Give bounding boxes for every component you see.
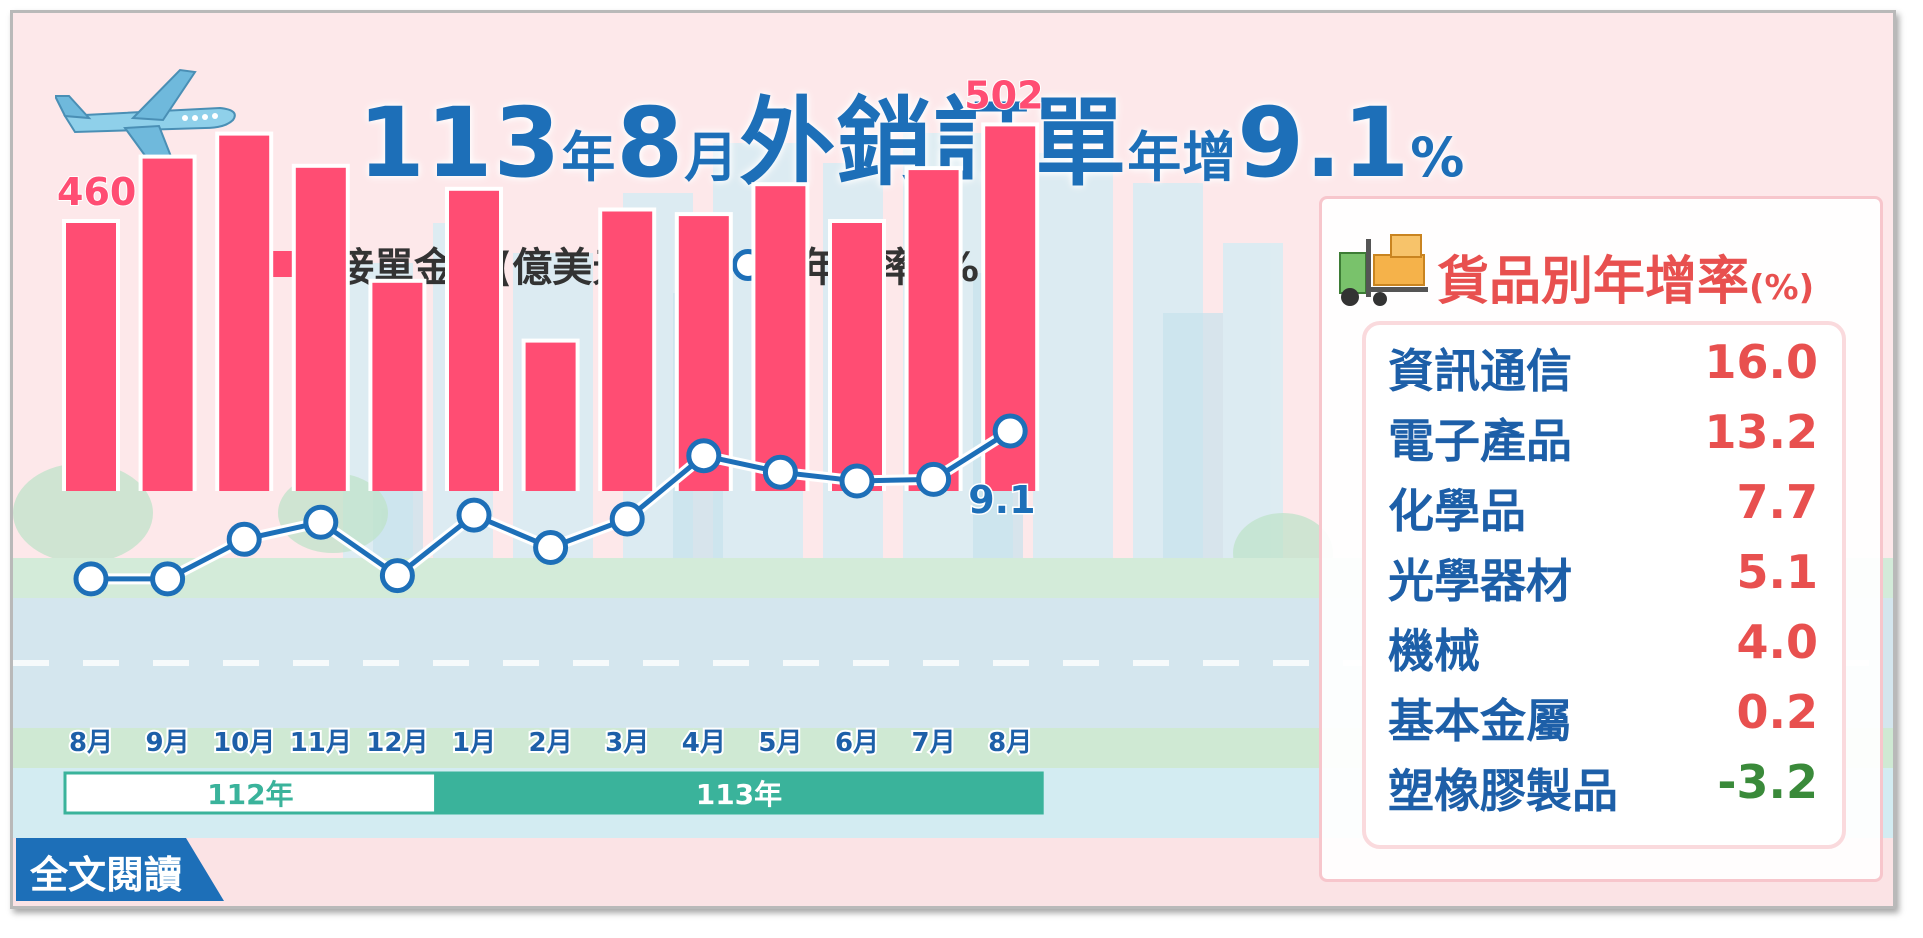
bar-value-label: 502 <box>964 73 1043 117</box>
x-tick-label: 5月 <box>758 728 802 758</box>
read-button-shape <box>16 838 224 901</box>
x-tick-label: 1月 <box>452 728 496 758</box>
x-tick-label: 12月 <box>366 728 428 758</box>
line-point <box>226 521 262 557</box>
line-point <box>686 438 722 474</box>
product-name: 機械 <box>1388 624 1480 678</box>
product-growth-value: 5.1 <box>1736 545 1819 599</box>
bar <box>219 135 270 491</box>
line-point <box>916 461 952 497</box>
airplane-icon <box>55 68 236 185</box>
product-growth-value: 0.2 <box>1736 685 1819 739</box>
product-growth-panel: 貨品別年增率(%) 資訊通信 16.0 電子產品 13.2 化學品 7.7 光學器材 5.1 機… <box>1319 196 1883 882</box>
product-growth-value: 13.2 <box>1704 405 1819 459</box>
bar <box>755 186 806 491</box>
product-row: 光學器材 5.1 <box>1388 545 1819 608</box>
period-label: 113年 <box>696 778 782 811</box>
product-row: 資訊通信 16.0 <box>1388 335 1819 398</box>
bar <box>832 223 882 491</box>
product-name: 光學器材 <box>1388 554 1572 608</box>
line-value-label: 9.1 <box>968 478 1035 522</box>
panel-title: 貨品別年增率(%) <box>1437 252 1815 312</box>
bar-value-label: 460 <box>57 170 136 214</box>
x-tick-label: 2月 <box>529 728 573 758</box>
x-tick-label: 11月 <box>290 728 352 758</box>
bar <box>602 211 653 491</box>
bar <box>66 223 116 491</box>
x-tick-label: 3月 <box>605 728 649 758</box>
product-row: 機械 4.0 <box>1388 615 1819 678</box>
product-name: 電子產品 <box>1388 414 1572 468</box>
page-title: 113年8月外銷訂單年增9.1% <box>358 87 1466 199</box>
x-tick-label: 7月 <box>912 728 956 758</box>
x-tick-label: 8月 <box>988 728 1032 758</box>
bar <box>295 167 346 492</box>
infographic-frame: 113年8月外銷訂單年增9.1% 接單金額(億美元) 年增率(%) 460502… <box>10 10 1896 909</box>
bar <box>908 170 959 491</box>
line-point <box>303 504 339 540</box>
combo-chart: 460 502 9.1 8月 9月 10月 11月 12月 1月 2月 3月 4月 5月 6月 7月 8月 11… <box>56 72 1045 815</box>
product-name: 資訊通信 <box>1388 344 1572 398</box>
line-point <box>456 497 492 533</box>
line-point <box>762 454 798 490</box>
x-tick-label: 8月 <box>69 728 113 758</box>
product-name: 基本金屬 <box>1388 694 1572 748</box>
bar <box>525 342 576 491</box>
bar <box>142 158 193 491</box>
line-point <box>533 530 569 566</box>
product-row: 塑橡膠製品 -3.2 <box>1388 755 1818 818</box>
x-tick-label: 9月 <box>146 728 190 758</box>
read-button-label: 全文閱讀 <box>30 853 183 897</box>
bar <box>372 282 423 491</box>
product-row: 電子產品 13.2 <box>1388 405 1819 468</box>
line-point <box>609 501 645 537</box>
period-band <box>434 771 1044 815</box>
bar <box>449 190 499 492</box>
line-point <box>992 413 1028 449</box>
x-tick-label: 10月 <box>213 728 275 758</box>
read-full-text-button[interactable]: 全文閱讀 <box>16 838 226 901</box>
period-label: 112年 <box>207 778 293 811</box>
product-growth-value: 4.0 <box>1736 615 1819 669</box>
forklift-icon <box>1339 234 1428 306</box>
product-list: 資訊通信 16.0 電子產品 13.2 化學品 7.7 光學器材 5.1 機械 4.0 基本金屬 0.… <box>1362 321 1846 849</box>
product-name: 化學品 <box>1388 484 1526 538</box>
product-row: 化學品 7.7 <box>1388 475 1819 538</box>
product-name: 塑橡膠製品 <box>1388 764 1618 818</box>
line-point <box>379 558 415 594</box>
x-tick-label: 6月 <box>835 728 879 758</box>
product-growth-value: -3.2 <box>1717 755 1818 809</box>
line-point <box>150 561 186 597</box>
product-row: 基本金屬 0.2 <box>1388 685 1819 748</box>
line-point <box>839 463 875 499</box>
product-growth-value: 16.0 <box>1704 335 1819 389</box>
product-growth-value: 7.7 <box>1736 475 1819 529</box>
x-tick-label: 4月 <box>682 728 726 758</box>
line-point <box>73 561 109 597</box>
